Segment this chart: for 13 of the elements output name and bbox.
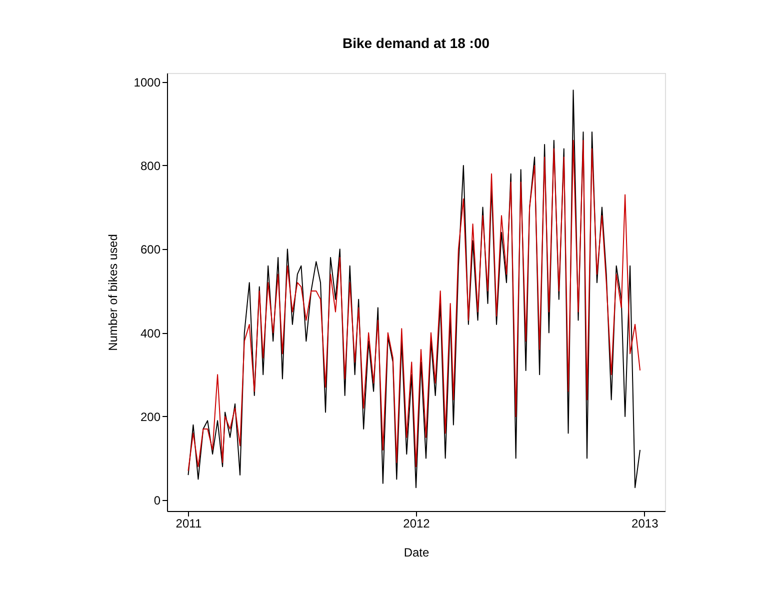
y-tick-label: 1000	[134, 75, 161, 90]
x-tick-label: 2012	[403, 516, 430, 530]
x-tick-label: 2013	[632, 516, 659, 530]
chart-title: Bike demand at 18 :00	[342, 35, 490, 51]
y-tick-label: 400	[140, 326, 161, 340]
x-axis-title: Date	[404, 546, 430, 560]
line-series	[188, 140, 641, 472]
y-axis-title: Number of bikes used	[106, 234, 120, 351]
y-tick-label: 200	[140, 410, 161, 424]
y-tick-label: 800	[140, 158, 161, 173]
y-tick-label: 600	[140, 242, 161, 257]
x-tick-label: 2011	[176, 516, 202, 530]
y-tick-label: 0	[154, 494, 161, 508]
